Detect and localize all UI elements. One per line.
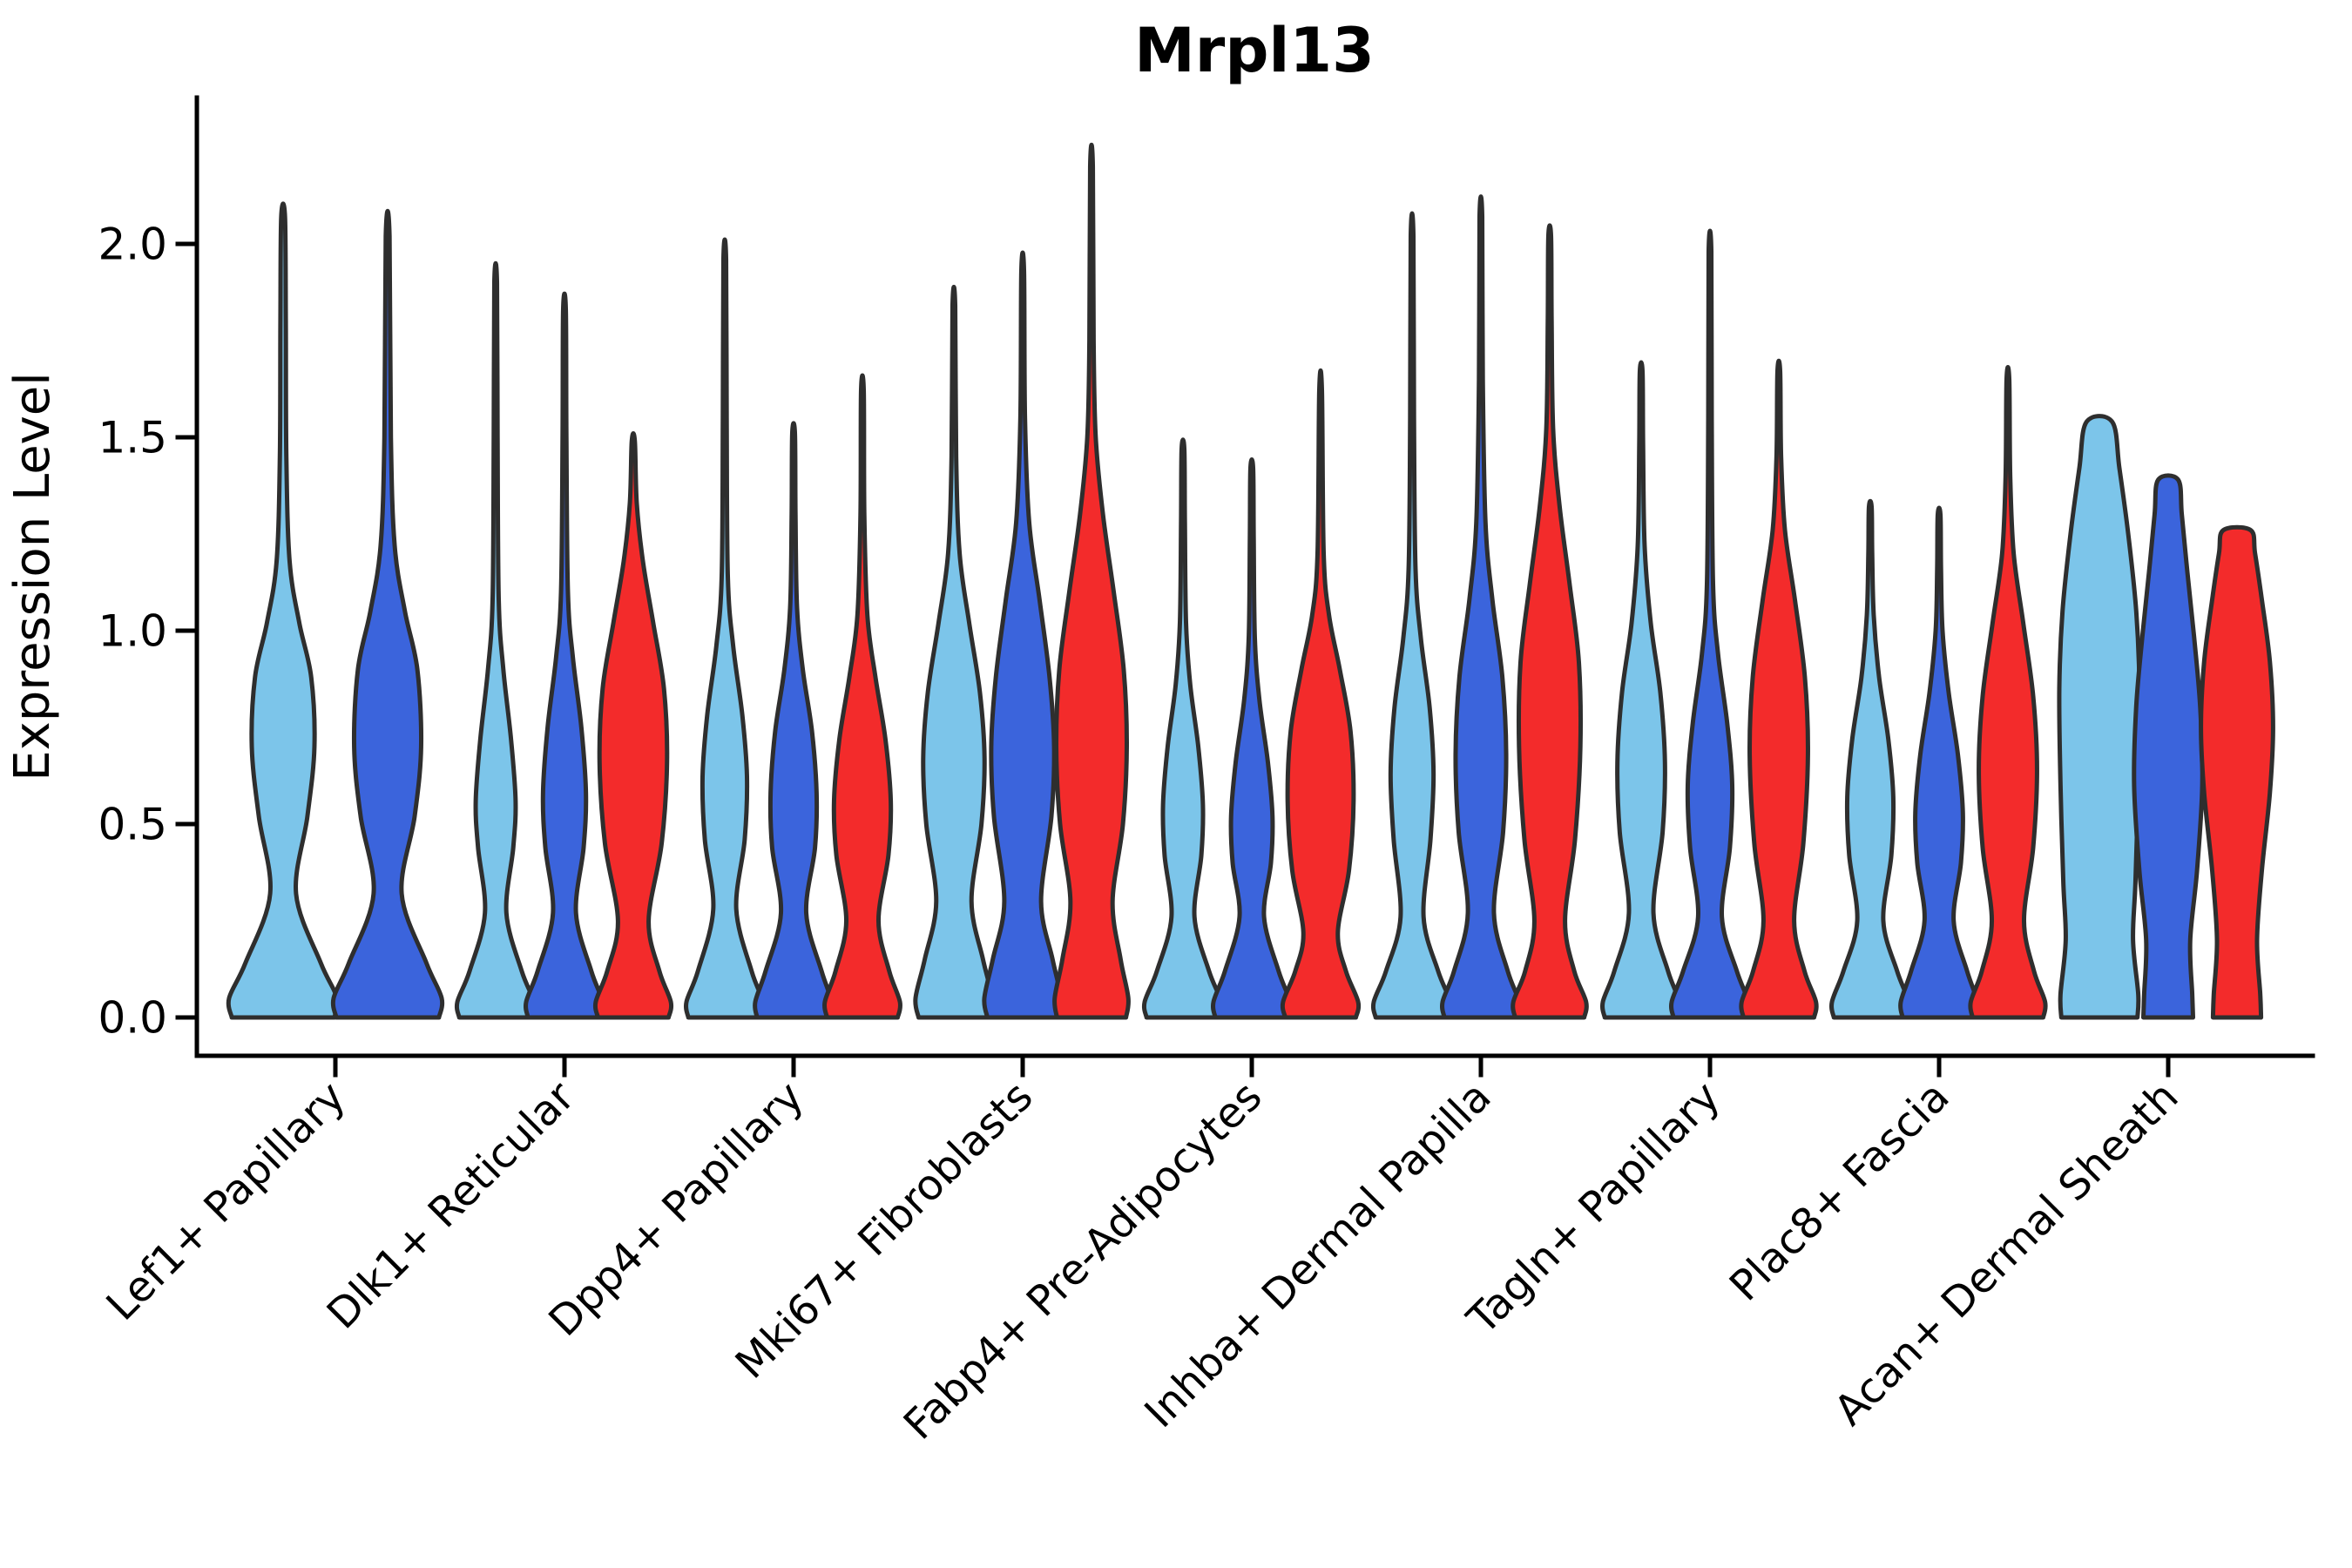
x-tick-label-dlk1: Dlk1+ Reticular: [318, 1072, 585, 1339]
x-tick-label-lef1: Lef1+ Papillary: [98, 1072, 355, 1330]
y-tick-labels: 0.0 0.5 1.0 1.5 2.0: [98, 220, 167, 1044]
violin-plac8-light-blue: [1829, 498, 1911, 1020]
violin-plac8-dark-blue: [1898, 505, 1980, 1020]
violin-tagln-light-blue: [1600, 360, 1682, 1020]
violin-acan-dark-blue: [2132, 473, 2205, 1020]
y-tick-label: 1.5: [98, 413, 167, 463]
violin-dpp4-red: [822, 373, 902, 1020]
violin-tagln-red: [1739, 358, 1819, 1020]
violin-inhba-red: [1511, 223, 1589, 1020]
violin-dlk1-light-blue: [454, 260, 537, 1020]
violin-dpp4-dark-blue: [753, 421, 835, 1020]
violin-dlk1-red: [592, 431, 674, 1020]
y-tick-label: 0.0: [98, 993, 167, 1044]
violin-acan-red: [2199, 524, 2275, 1020]
violin-inhba-dark-blue: [1440, 194, 1522, 1020]
violin-fabp4-light-blue: [1141, 437, 1225, 1020]
y-tick-label: 1.0: [98, 606, 167, 657]
violin-acan-light-blue: [2057, 414, 2142, 1020]
violin-lef1-light-blue: [226, 201, 341, 1020]
y-axis-label: Expression Level: [4, 372, 61, 781]
violin-tagln-dark-blue: [1669, 228, 1751, 1020]
violin-inhba-light-blue: [1370, 211, 1454, 1020]
y-tick-label: 2.0: [98, 220, 167, 270]
violin-plac8-red: [1968, 365, 2048, 1020]
x-tick-label-plac8: Plac8+ Fascia: [1720, 1072, 1959, 1311]
violins-layer: [226, 143, 2275, 1020]
violin-mki67-red: [1052, 143, 1131, 1020]
x-tick-label-dpp4: Dpp4+ Papillary: [539, 1072, 813, 1346]
chart-title: Mrpl13: [1134, 15, 1375, 86]
violin-dpp4-light-blue: [684, 237, 766, 1020]
x-tick-label-tagln: Tagln+ Papillary: [1457, 1072, 1729, 1344]
violin-fabp4-red: [1280, 368, 1362, 1020]
violin-mki67-light-blue: [913, 284, 995, 1020]
violin-mki67-dark-blue: [982, 250, 1064, 1020]
axes-layer: [175, 95, 2315, 1078]
y-tick-label: 0.5: [98, 800, 167, 850]
violin-fabp4-dark-blue: [1211, 457, 1293, 1020]
violin-dlk1-dark-blue: [524, 291, 605, 1020]
violin-lef1-dark-blue: [330, 209, 445, 1020]
